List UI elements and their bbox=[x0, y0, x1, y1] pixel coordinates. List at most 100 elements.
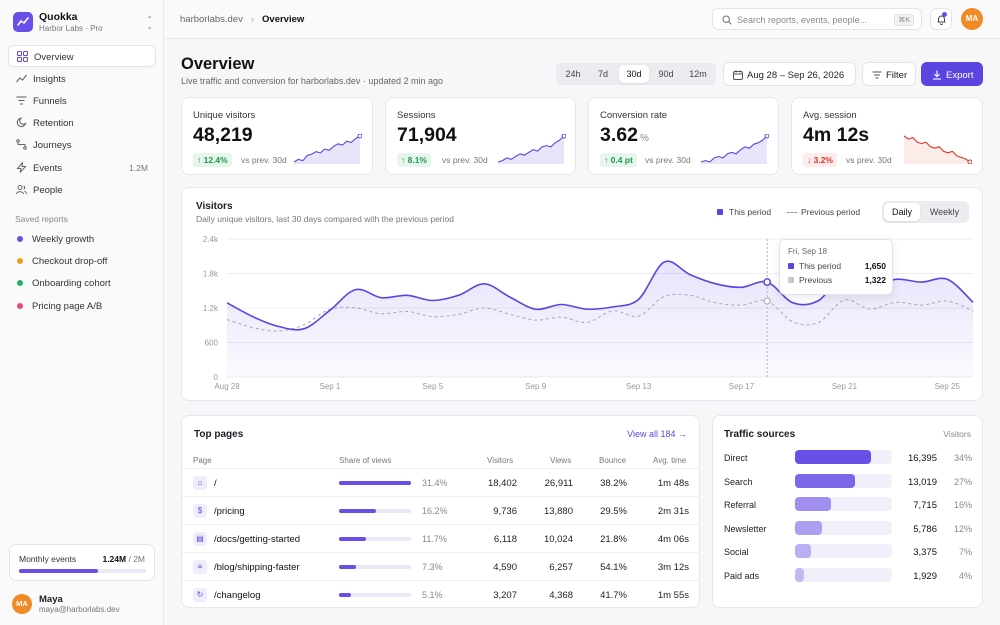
column-header-views[interactable]: Views bbox=[550, 456, 572, 465]
traffic-source-row[interactable]: Social 3,375 7% bbox=[713, 542, 983, 562]
view-all-link[interactable]: View all 184 → bbox=[627, 429, 687, 439]
avatar[interactable]: MA bbox=[961, 8, 983, 30]
saved-report-onboarding-cohort[interactable]: Onboarding cohort bbox=[8, 273, 156, 293]
sidebar-item-people[interactable]: People bbox=[8, 179, 156, 201]
chart-tooltip: Fri, Sep 18 This period 1,650 Previous 1… bbox=[779, 239, 893, 295]
x-tick-label: Sep 21 bbox=[832, 382, 858, 391]
range-option-12m[interactable]: 12m bbox=[689, 69, 707, 79]
views-cell: 4,368 bbox=[549, 590, 573, 601]
grid-icon bbox=[17, 51, 28, 62]
source-name: Social bbox=[724, 547, 749, 557]
sparkline-end-point bbox=[764, 134, 769, 139]
kpi-card-sessions[interactable]: Sessions 71,904 ↑ 8.1% vs prev. 30d bbox=[385, 97, 576, 175]
sidebar-item-overview[interactable]: Overview bbox=[8, 45, 156, 67]
range-option-24h[interactable]: 24h bbox=[565, 69, 581, 79]
home-icon: ⌂ bbox=[193, 476, 207, 490]
doc-icon: ▤ bbox=[193, 532, 207, 546]
chevron-right-icon: › bbox=[250, 14, 255, 25]
filter-button[interactable]: Filter bbox=[862, 62, 916, 86]
share-bar-fill bbox=[339, 593, 351, 597]
search-box[interactable]: ⌘K bbox=[712, 8, 922, 30]
source-name: Newsletter bbox=[724, 523, 767, 534]
table-row[interactable]: $ /pricing 16.2% 9,736 13,880 29.5% 2m 31s bbox=[182, 496, 700, 524]
kpi-card-unique-visitors[interactable]: Unique visitors 48,219 ↑ 12.4% vs prev. … bbox=[181, 97, 373, 175]
source-bar bbox=[795, 497, 892, 511]
date-range-label: Aug 28 – Sep 26, 2026 bbox=[747, 70, 845, 81]
source-bar-fill bbox=[795, 544, 811, 558]
sidebar-item-label: Events bbox=[33, 163, 63, 174]
kpi-card-conversion-rate[interactable]: Conversion rate 3.62% ↑ 0.4 pt vs prev. … bbox=[588, 97, 779, 175]
granularity-weekly[interactable]: Weekly bbox=[929, 207, 960, 217]
y-tick-label: 1.2k bbox=[203, 304, 219, 313]
sparkline-end-point bbox=[561, 134, 566, 139]
sidebar-item-label: Journeys bbox=[33, 140, 72, 151]
kpi-card-avg-session[interactable]: Avg. session 4m 12s ↓ 3.2% vs prev. 30d bbox=[791, 97, 983, 175]
sidebar-item-funnels[interactable]: Funnels bbox=[8, 90, 156, 112]
source-percent: 16% bbox=[953, 500, 972, 510]
saved-report-weekly-growth[interactable]: Weekly growth bbox=[8, 229, 156, 249]
search-icon bbox=[722, 15, 732, 25]
workspace-switcher[interactable]: Quokka Harbor Labs · Pro ⌃ ⌄ bbox=[13, 10, 153, 36]
search-shortcut: ⌘K bbox=[894, 14, 914, 26]
visitors-line-chart[interactable]: 0 600 1.2k 1.8k 2.4k Aug 28 Sep 1 Sep 5 Sep 9 Sep… bbox=[182, 188, 984, 402]
chevron-updown-icon: ⌃ ⌄ bbox=[146, 15, 153, 31]
saved-report-label: Onboarding cohort bbox=[32, 278, 111, 289]
share-bar-fill bbox=[339, 481, 411, 485]
breadcrumb-current: Overview bbox=[262, 14, 305, 25]
visitors-cell: 4,590 bbox=[493, 562, 517, 573]
app-logo-icon bbox=[13, 12, 33, 32]
kpi-comparison: vs prev. 30d bbox=[846, 155, 892, 165]
breadcrumb-root[interactable]: harborlabs.dev bbox=[180, 14, 243, 25]
sidebar-item-retention[interactable]: Retention bbox=[8, 112, 156, 134]
date-range-button[interactable]: Aug 28 – Sep 26, 2026 bbox=[723, 62, 856, 86]
range-option-90d[interactable]: 90d bbox=[658, 69, 674, 79]
sparkline-area bbox=[498, 136, 564, 164]
column-header-bounce[interactable]: Bounce bbox=[599, 456, 627, 465]
range-option-7d[interactable]: 7d bbox=[597, 69, 608, 79]
saved-report-pricing-ab[interactable]: Pricing page A/B bbox=[8, 296, 156, 316]
saved-report-checkout-drop-off[interactable]: Checkout drop-off bbox=[8, 251, 156, 271]
report-dot-icon bbox=[17, 236, 23, 242]
granularity-daily[interactable]: Daily bbox=[884, 203, 920, 221]
kpi-label: Sessions bbox=[397, 110, 436, 121]
table-row[interactable]: ⌂ / 31.4% 18,402 26,911 38.2% 1m 48s bbox=[182, 468, 700, 496]
table-row[interactable]: ▤ /docs/getting-started 11.7% 6,118 10,024 21… bbox=[182, 524, 700, 552]
export-button[interactable]: Export bbox=[921, 62, 983, 86]
traffic-source-row[interactable]: Newsletter 5,786 12% bbox=[713, 519, 983, 539]
table-row[interactable]: ≡ /blog/shipping-faster 7.3% 4,590 6,257 54.1… bbox=[182, 552, 700, 580]
views-cell: 26,911 bbox=[544, 478, 573, 489]
page-path: /docs/getting-started bbox=[214, 534, 301, 545]
avg-time-cell: 2m 31s bbox=[657, 506, 689, 517]
source-bar-fill bbox=[795, 520, 822, 535]
search-input[interactable] bbox=[737, 12, 887, 27]
retention-icon bbox=[16, 117, 27, 128]
sidebar-item-insights[interactable]: Insights bbox=[8, 68, 156, 90]
share-percent: 31.4% bbox=[422, 478, 448, 488]
notifications-button[interactable] bbox=[930, 8, 952, 30]
source-name: Search bbox=[724, 476, 753, 487]
kpi-delta-badge: ↑ 0.4 pt bbox=[600, 153, 637, 167]
user-email: maya@harborlabs.dev bbox=[39, 605, 120, 614]
page-path: / bbox=[214, 478, 217, 489]
traffic-source-row[interactable]: Search 13,019 27% bbox=[713, 472, 983, 492]
range-option-30d[interactable]: 30d bbox=[619, 65, 649, 83]
sidebar: Quokka Harbor Labs · Pro ⌃ ⌄ Overview Ins… bbox=[0, 0, 164, 625]
report-dot-icon bbox=[17, 258, 23, 264]
traffic-source-row[interactable]: Referral 7,715 16% bbox=[713, 495, 983, 515]
x-tick-label: Sep 5 bbox=[422, 382, 443, 391]
column-header-share[interactable]: Share of views bbox=[339, 456, 392, 465]
table-row[interactable]: ↻ /changelog 5.1% 3,207 4,368 41.7% 1m 55s bbox=[182, 580, 700, 608]
sidebar-item-journeys[interactable]: Journeys bbox=[8, 134, 156, 156]
sidebar-item-events[interactable]: Events 1.2M bbox=[8, 157, 156, 179]
x-tick-label: Sep 1 bbox=[319, 382, 340, 391]
traffic-source-row[interactable]: Paid ads 1,929 4% bbox=[713, 566, 983, 586]
column-header-avg-time[interactable]: Avg. time bbox=[653, 456, 687, 465]
bounce-cell: 21.8% bbox=[600, 534, 627, 545]
user-profile[interactable]: MA Maya maya@harborlabs.dev bbox=[12, 592, 157, 616]
source-name: Paid ads bbox=[724, 570, 760, 581]
traffic-source-row[interactable]: Direct 16,395 34% bbox=[713, 448, 983, 468]
column-header-page[interactable]: Page bbox=[193, 456, 212, 465]
previous-period-line[interactable] bbox=[226, 293, 974, 332]
download-icon bbox=[933, 70, 941, 80]
column-header-visitors[interactable]: Visitors bbox=[487, 456, 514, 465]
